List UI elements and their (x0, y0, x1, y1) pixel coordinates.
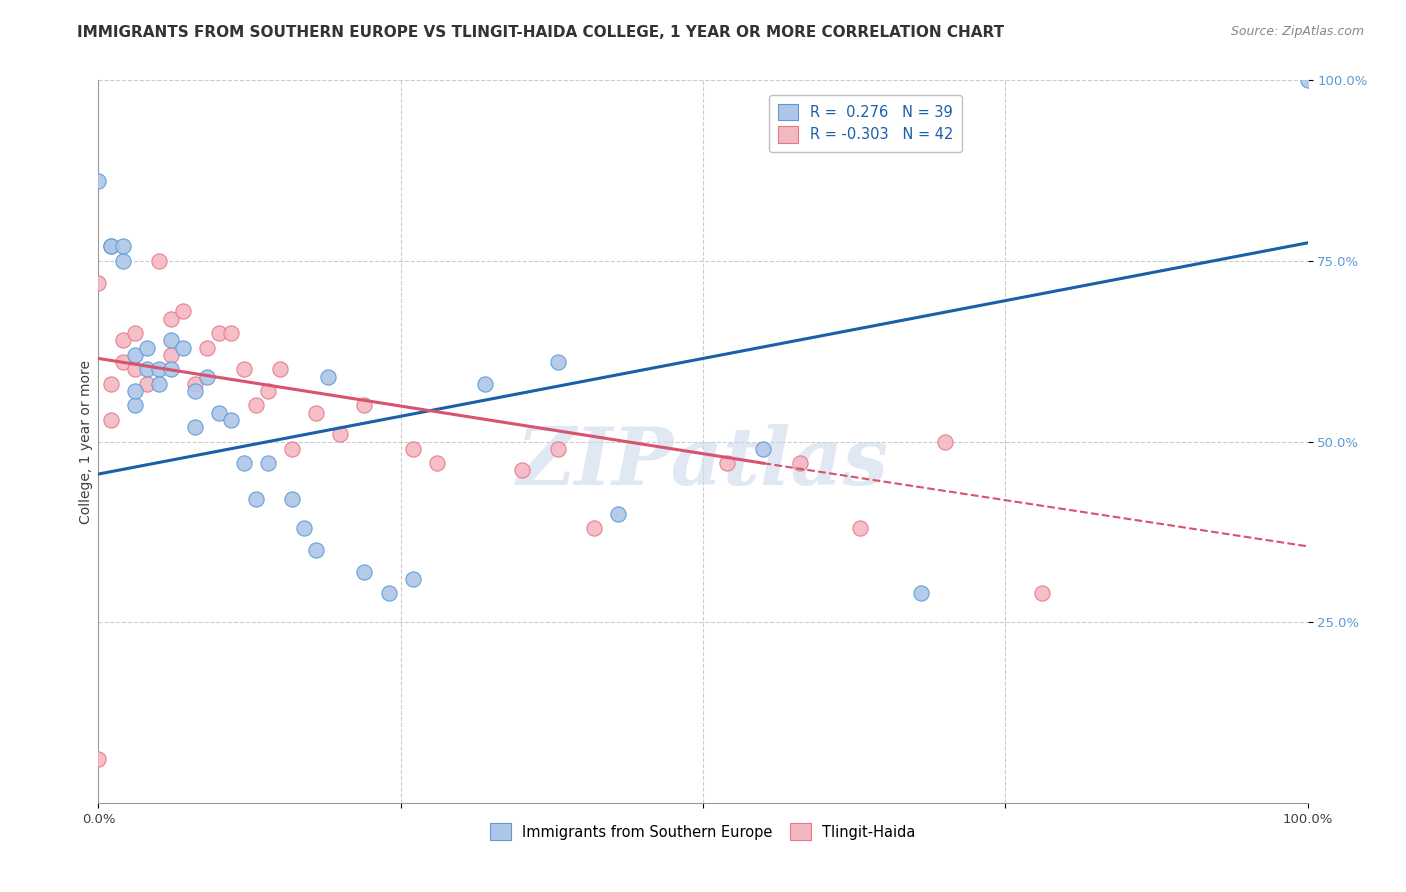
Y-axis label: College, 1 year or more: College, 1 year or more (79, 359, 93, 524)
Point (124, 326, 146, 340)
Point (184, 384, 207, 398)
Point (510, 463, 533, 477)
Point (124, 398, 146, 412)
Point (474, 376, 496, 391)
Point (245, 398, 267, 412)
Point (269, 362, 291, 376)
Point (547, 355, 569, 369)
Point (135, 341, 157, 355)
Point (124, 362, 146, 376)
Point (124, 384, 146, 398)
Point (402, 442, 425, 456)
Text: Source: ZipAtlas.com: Source: ZipAtlas.com (1230, 25, 1364, 38)
Point (172, 304, 194, 318)
Point (1296, 73, 1319, 87)
Point (100, 239, 122, 253)
Point (353, 398, 375, 412)
Point (1031, 586, 1053, 600)
Point (305, 542, 328, 557)
Point (305, 406, 328, 420)
Point (716, 456, 738, 470)
Point (245, 492, 267, 507)
Point (87, 174, 110, 188)
Point (402, 572, 425, 586)
Point (124, 348, 146, 362)
Point (281, 442, 304, 456)
Point (87, 752, 110, 766)
Point (100, 239, 122, 253)
Point (292, 521, 315, 535)
Point (232, 456, 254, 470)
Point (148, 362, 170, 376)
Point (208, 326, 231, 340)
Point (281, 492, 304, 507)
Point (353, 565, 375, 579)
Point (100, 376, 122, 391)
Point (148, 253, 170, 268)
Point (934, 434, 956, 449)
Point (195, 369, 218, 384)
Point (752, 442, 775, 456)
Point (184, 420, 207, 434)
Point (195, 341, 218, 355)
Point (160, 362, 183, 376)
Point (160, 334, 183, 348)
Point (221, 413, 243, 427)
Point (849, 521, 872, 535)
Point (910, 586, 932, 600)
Text: ZIPatlas: ZIPatlas (517, 425, 889, 502)
Text: IMMIGRANTS FROM SOUTHERN EUROPE VS TLINGIT-HAIDA COLLEGE, 1 YEAR OR MORE CORRELA: IMMIGRANTS FROM SOUTHERN EUROPE VS TLING… (77, 25, 1004, 40)
Point (607, 507, 630, 521)
Point (148, 376, 170, 391)
Point (172, 341, 194, 355)
Point (789, 456, 811, 470)
Point (329, 427, 352, 442)
Point (377, 586, 399, 600)
Point (135, 362, 157, 376)
Point (256, 456, 278, 470)
Point (547, 442, 569, 456)
Point (221, 326, 243, 340)
Point (87, 276, 110, 290)
Point (184, 376, 207, 391)
Point (111, 253, 134, 268)
Point (100, 413, 122, 427)
Point (583, 521, 606, 535)
Point (111, 355, 134, 369)
Point (160, 348, 183, 362)
Point (232, 362, 254, 376)
Point (135, 376, 157, 391)
Point (426, 456, 449, 470)
Point (111, 334, 134, 348)
Point (160, 311, 183, 326)
Point (256, 384, 278, 398)
Point (111, 239, 134, 253)
Legend: Immigrants from Southern Europe, Tlingit-Haida: Immigrants from Southern Europe, Tlingit… (485, 818, 921, 847)
Point (208, 406, 231, 420)
Point (316, 369, 339, 384)
